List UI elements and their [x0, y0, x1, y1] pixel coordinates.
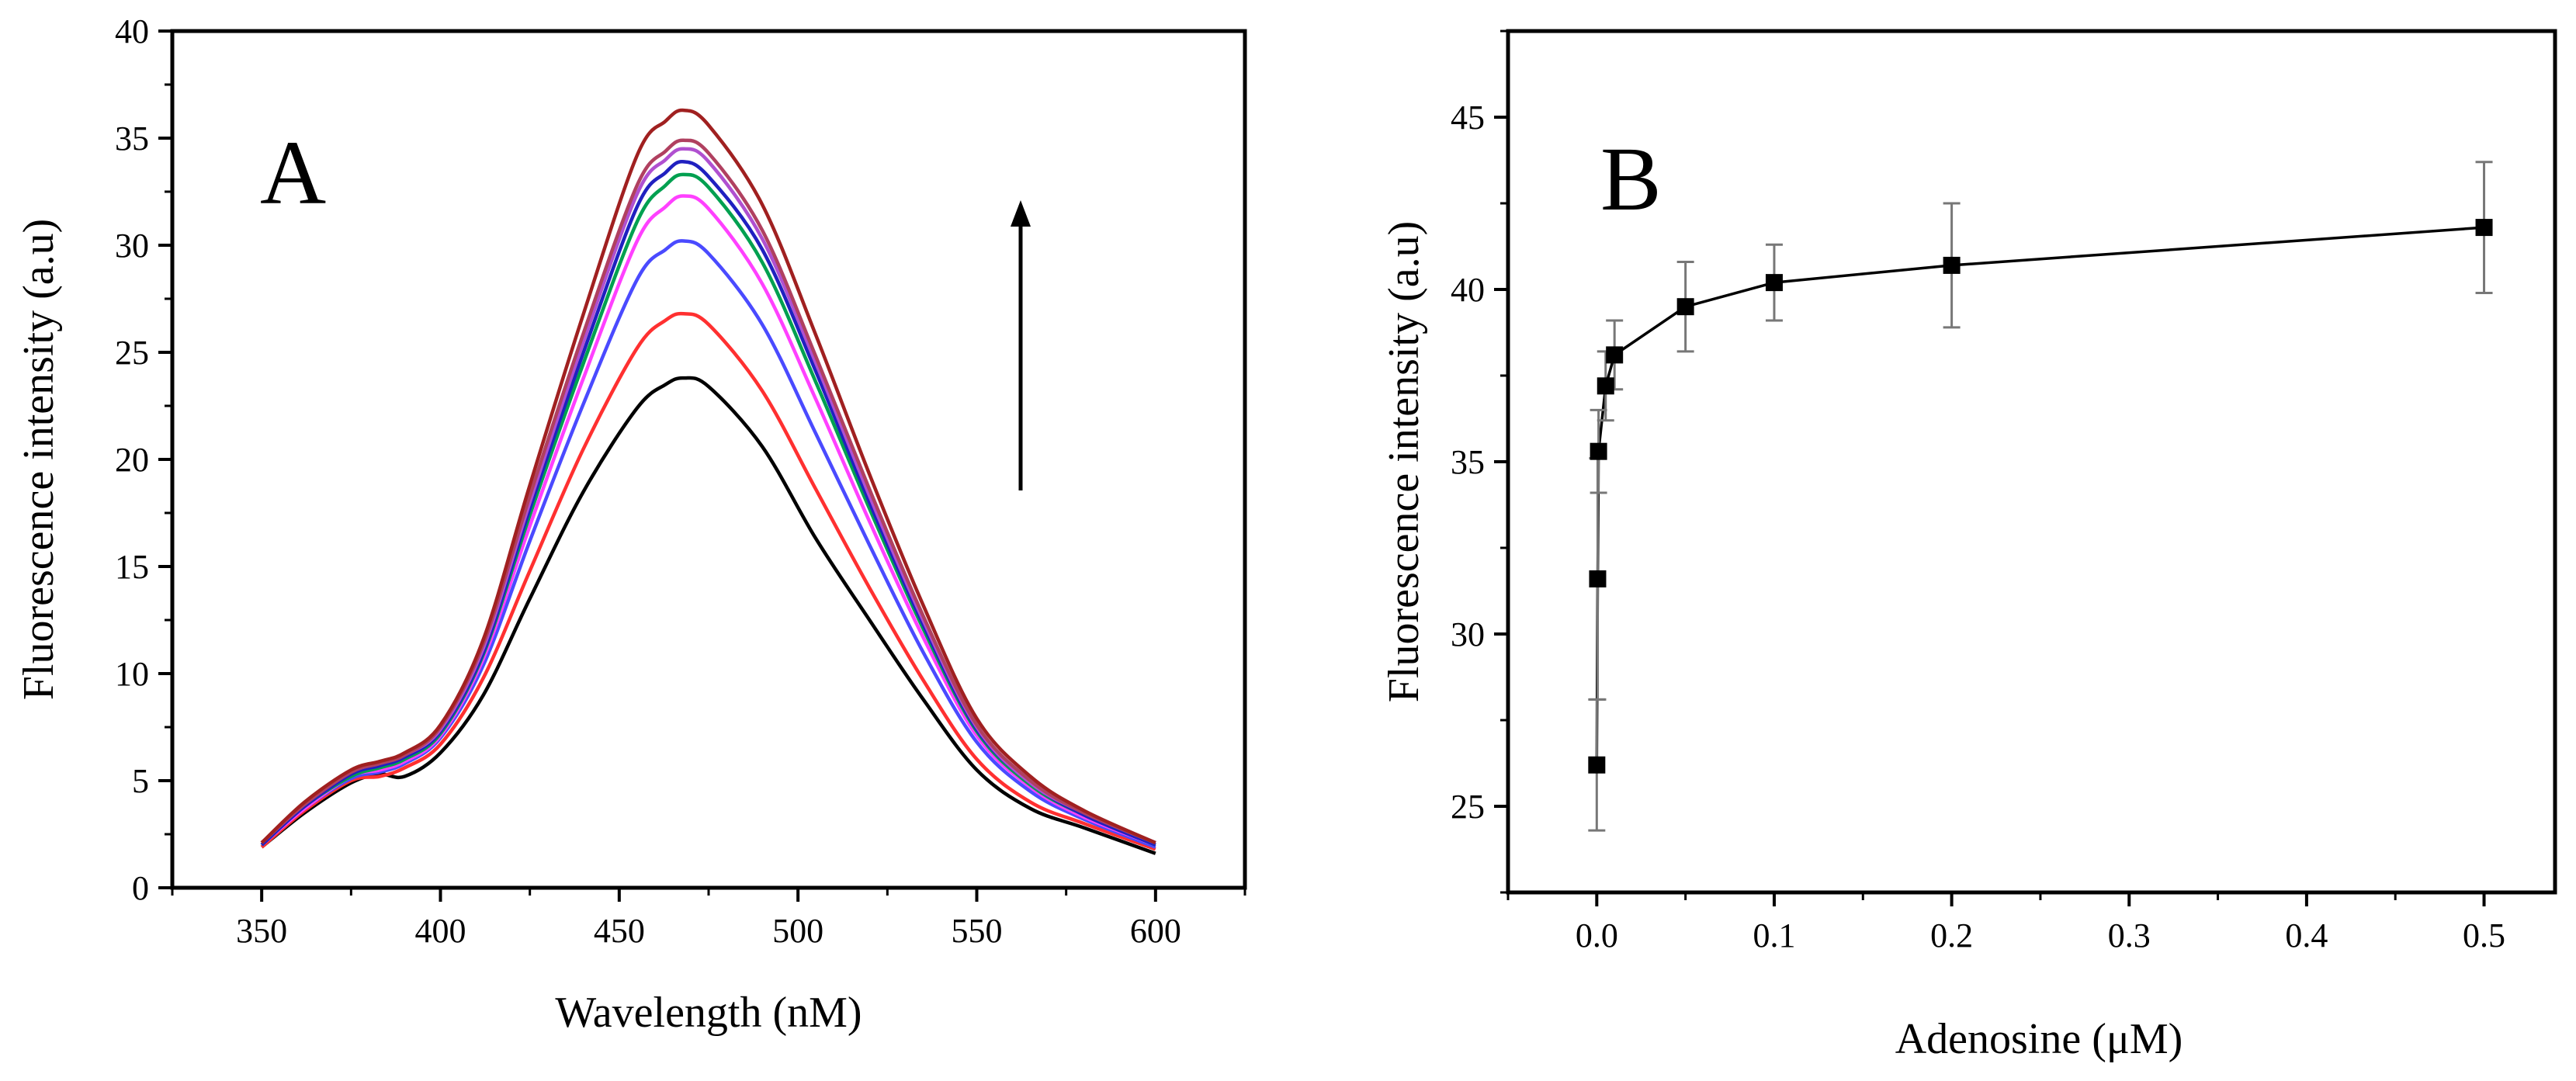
- trend-arrow: [1011, 200, 1031, 490]
- data-point: [1943, 256, 1961, 274]
- spectrum-line: [260, 194, 1156, 847]
- y-tick-label-a: 40: [115, 12, 149, 50]
- ticks-b: 0.0 0.1 0.2 0.3 0.4 0.5 25 30 35 40 45: [1451, 29, 2505, 955]
- data-point: [1597, 377, 1614, 395]
- x-tick-label-a: 450: [594, 912, 645, 950]
- x-tick-label-b: 0.5: [2463, 916, 2505, 955]
- spectrum-line: [260, 239, 1156, 849]
- spectrum-line: [260, 138, 1156, 845]
- data-point: [1588, 756, 1606, 774]
- x-tick-label-a: 600: [1130, 912, 1181, 950]
- x-tick-label-b: 0.4: [2285, 916, 2328, 955]
- plot-frame-b: [1506, 29, 2557, 895]
- x-tick-label-a: 500: [772, 912, 823, 950]
- data-point: [1676, 298, 1694, 316]
- panel-label-b: B: [1600, 128, 1662, 230]
- y-tick-label-b: 35: [1451, 443, 1485, 481]
- y-tick-label-b: 30: [1451, 615, 1485, 653]
- chart-panel-a: 350 400 450 500 550 600 0 5 10 15 20 25 30 35 40 A Wav…: [15, 12, 1247, 1037]
- ticks-a: 350 400 450 500 550 600 0 5 10 15 20 25 30 35 40: [115, 12, 1246, 950]
- spectrum-line: [260, 108, 1156, 845]
- connecting-line: [1595, 226, 2484, 765]
- y-axis-title-b: Fluorescence intensity (a.u): [1380, 221, 1428, 702]
- y-tick-label-a: 10: [115, 655, 149, 693]
- x-axis-title-a: Wavelength (nM): [555, 989, 862, 1037]
- y-tick-label-a: 25: [115, 334, 149, 372]
- y-tick-label-a: 0: [132, 869, 149, 907]
- data-point: [1590, 442, 1607, 460]
- y-tick-label-a: 30: [115, 227, 149, 265]
- x-tick-label-a: 350: [236, 912, 287, 950]
- x-tick-label-b: 0.0: [1576, 916, 1618, 955]
- y-tick-label-a: 15: [115, 548, 149, 586]
- data-point: [2475, 219, 2493, 237]
- x-tick-label-b: 0.2: [1930, 916, 1973, 955]
- series-lines-a: [260, 108, 1156, 855]
- spectrum-line: [260, 376, 1156, 855]
- y-tick-label-a: 5: [132, 762, 149, 800]
- trend-arrow-head: [1011, 200, 1031, 227]
- data-point: [1589, 570, 1607, 587]
- x-tick-label-b: 0.3: [2108, 916, 2151, 955]
- y-tick-label-a: 20: [115, 441, 149, 479]
- y-tick-label-b: 25: [1451, 788, 1485, 826]
- y-tick-label-b: 45: [1451, 99, 1485, 137]
- x-tick-label-b: 0.1: [1753, 916, 1795, 955]
- panel-label-a: A: [260, 122, 326, 223]
- data-point: [1606, 346, 1624, 364]
- y-axis-title-a: Fluorescence intensity (a.u): [15, 219, 63, 700]
- y-tick-label-a: 35: [115, 120, 149, 158]
- y-tick-label-b: 40: [1451, 271, 1485, 309]
- series-points-b: [1588, 161, 2493, 832]
- x-tick-label-a: 400: [415, 912, 466, 950]
- spectrum-line: [260, 311, 1156, 851]
- x-axis-title-b: Adenosine (μM): [1895, 1015, 2183, 1063]
- chart-panel-b: 0.0 0.1 0.2 0.3 0.4 0.5 25 30 35 40 45 B Adenosine…: [1380, 29, 2557, 1063]
- data-point: [1765, 274, 1783, 292]
- x-tick-label-a: 550: [952, 912, 1003, 950]
